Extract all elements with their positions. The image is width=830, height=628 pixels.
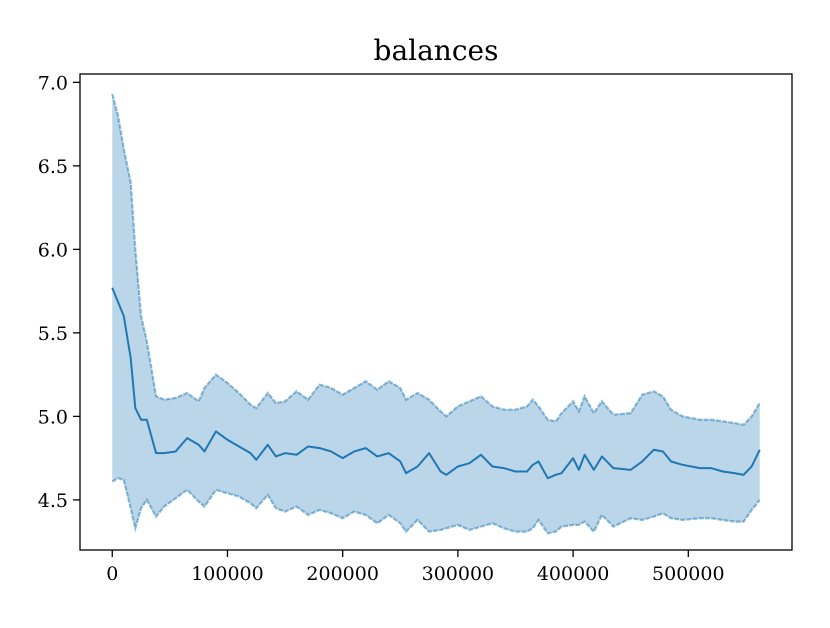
band-layer xyxy=(111,93,761,535)
y-tick-label: 6.0 xyxy=(38,239,68,261)
x-tick-label: 200000 xyxy=(306,563,379,585)
x-tick-label: 500000 xyxy=(652,563,725,585)
y-tick-label: 5.5 xyxy=(38,323,68,345)
y-tick-label: 7.0 xyxy=(38,72,68,94)
chart-title: balances xyxy=(374,34,499,67)
line-layer xyxy=(111,287,761,480)
y-axis: 4.5 5.0 5.5 6.0 6.5 7.0 xyxy=(38,72,80,512)
x-axis: 0 100000 200000 300000 400000 500000 xyxy=(106,550,725,585)
y-tick-label: 5.0 xyxy=(38,406,68,428)
band-upper-edge xyxy=(111,93,761,426)
x-tick-label: 300000 xyxy=(422,563,495,585)
x-tick-label: 400000 xyxy=(537,563,610,585)
plot-frame xyxy=(79,73,793,551)
y-tick-label: 6.5 xyxy=(38,156,68,178)
x-tick-label: 0 xyxy=(106,563,118,585)
mean-line xyxy=(111,287,761,480)
band-fill xyxy=(112,94,760,534)
x-tick-label: 100000 xyxy=(191,563,264,585)
y-tick-label: 4.5 xyxy=(38,490,68,512)
band-lower-edge xyxy=(111,476,761,535)
